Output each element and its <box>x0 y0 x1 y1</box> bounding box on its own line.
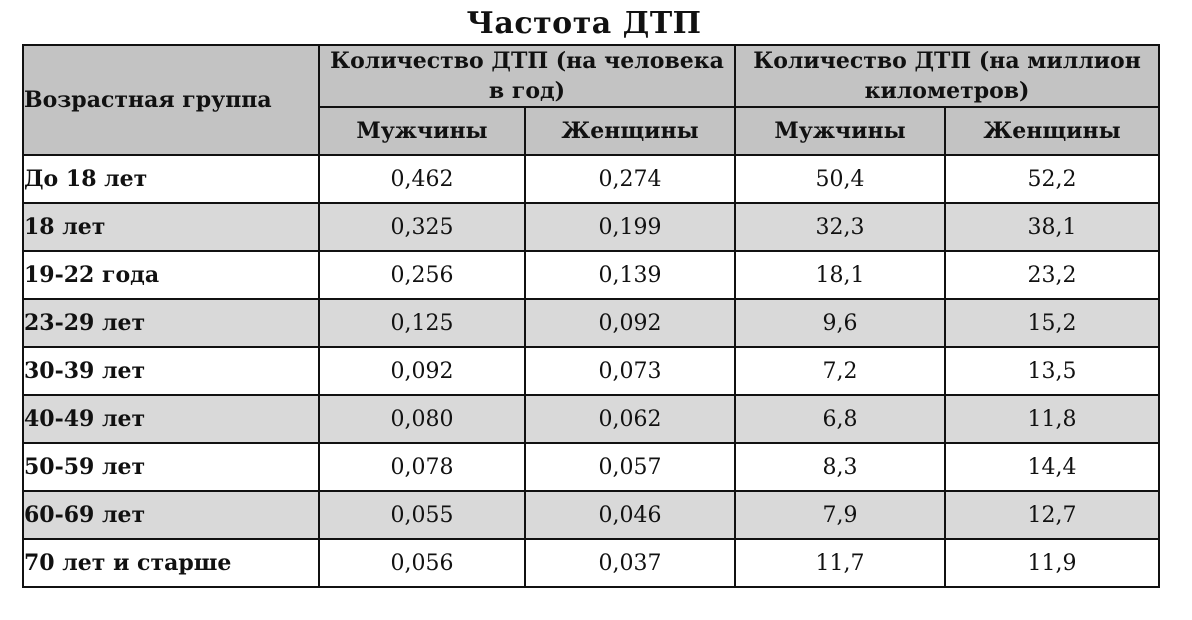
age-cell: 60-69 лет <box>22 490 320 540</box>
value-cell: 0,062 <box>523 394 737 444</box>
value-cell: 0,056 <box>318 538 526 588</box>
value-cell: 0,055 <box>318 490 526 540</box>
value-cell: 38,1 <box>944 202 1161 252</box>
value-cell: 0,199 <box>523 202 737 252</box>
women-header-1: Женщины <box>523 106 737 156</box>
men-header-1: Мужчины <box>318 106 526 156</box>
value-cell: 0,325 <box>318 202 526 252</box>
age-cell: 23-29 лет <box>22 298 320 348</box>
page-title: Частота ДТП <box>466 6 702 41</box>
table-row: До 18 лет 0,462 0,274 50,4 52,2 <box>22 154 1161 204</box>
age-cell: 70 лет и старше <box>22 538 320 588</box>
value-cell: 11,7 <box>734 538 947 588</box>
value-cell: 0,073 <box>523 346 737 396</box>
table-row: 23-29 лет 0,125 0,092 9,6 15,2 <box>22 298 1161 348</box>
age-cell: 19-22 года <box>22 250 320 300</box>
value-cell: 7,9 <box>734 490 947 540</box>
men-header-2: Мужчины <box>734 106 947 156</box>
table-row: 70 лет и старше 0,056 0,037 11,7 11,9 <box>22 538 1161 588</box>
value-cell: 0,057 <box>523 442 737 492</box>
table-row: 40-49 лет 0,080 0,062 6,8 11,8 <box>22 394 1161 444</box>
value-cell: 0,139 <box>523 250 737 300</box>
value-cell: 13,5 <box>944 346 1161 396</box>
value-cell: 6,8 <box>734 394 947 444</box>
table-row: 50-59 лет 0,078 0,057 8,3 14,4 <box>22 442 1161 492</box>
value-cell: 32,3 <box>734 202 947 252</box>
value-cell: 8,3 <box>734 442 947 492</box>
value-cell: 15,2 <box>944 298 1161 348</box>
value-cell: 0,092 <box>318 346 526 396</box>
value-cell: 0,046 <box>523 490 737 540</box>
per-person-year-header: Количество ДТП (на человека в год) <box>317 44 737 108</box>
age-cell: 18 лет <box>22 202 320 252</box>
value-cell: 12,7 <box>944 490 1161 540</box>
value-cell: 14,4 <box>944 442 1161 492</box>
value-cell: 23,2 <box>944 250 1161 300</box>
age-cell: До 18 лет <box>22 154 320 204</box>
value-cell: 9,6 <box>734 298 947 348</box>
table-row: 18 лет 0,325 0,199 32,3 38,1 <box>22 202 1161 252</box>
value-cell: 11,8 <box>944 394 1161 444</box>
table-row: 60-69 лет 0,055 0,046 7,9 12,7 <box>22 490 1161 540</box>
value-cell: 50,4 <box>734 154 947 204</box>
value-cell: 7,2 <box>734 346 947 396</box>
value-cell: 0,078 <box>318 442 526 492</box>
women-header-2: Женщины <box>944 106 1161 156</box>
per-million-km-header: Количество ДТП (на миллион километров) <box>734 44 1161 108</box>
value-cell: 0,037 <box>523 538 737 588</box>
value-cell: 0,080 <box>318 394 526 444</box>
age-cell: 50-59 лет <box>22 442 320 492</box>
value-cell: 18,1 <box>734 250 947 300</box>
value-cell: 0,462 <box>318 154 526 204</box>
value-cell: 0,256 <box>318 250 526 300</box>
age-group-header: Возрастная группа <box>22 44 320 156</box>
age-cell: 40-49 лет <box>22 394 320 444</box>
table-row: 30-39 лет 0,092 0,073 7,2 13,5 <box>22 346 1161 396</box>
value-cell: 0,092 <box>523 298 737 348</box>
value-cell: 11,9 <box>944 538 1161 588</box>
age-cell: 30-39 лет <box>22 346 320 396</box>
accident-rate-table: Возрастная группа Количество ДТП (на чел… <box>22 44 1161 588</box>
value-cell: 0,125 <box>318 298 526 348</box>
value-cell: 0,274 <box>523 154 737 204</box>
table-row: 19-22 года 0,256 0,139 18,1 23,2 <box>22 250 1161 300</box>
value-cell: 52,2 <box>944 154 1161 204</box>
